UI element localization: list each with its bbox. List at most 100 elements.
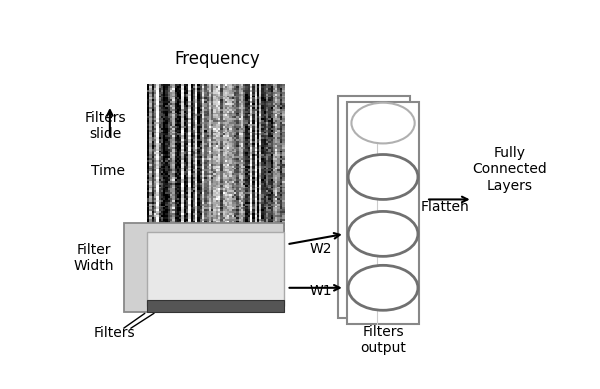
Bar — [245, 202, 248, 203]
Bar — [197, 209, 200, 211]
Bar — [170, 95, 173, 97]
Bar — [239, 293, 241, 295]
Bar — [200, 120, 202, 122]
Bar — [156, 146, 159, 149]
Bar — [280, 156, 283, 158]
Bar — [275, 89, 278, 92]
Bar — [241, 175, 244, 177]
Bar — [220, 277, 223, 280]
Bar — [227, 293, 230, 295]
Bar — [259, 256, 262, 259]
Bar — [268, 105, 271, 107]
Bar — [163, 141, 166, 143]
Bar — [200, 93, 202, 96]
Bar — [252, 275, 255, 278]
Bar — [214, 281, 216, 283]
Bar — [243, 133, 246, 135]
Bar — [181, 131, 184, 133]
Bar — [170, 148, 173, 151]
Bar — [156, 285, 159, 287]
Bar — [282, 171, 285, 173]
Bar — [215, 88, 218, 90]
Bar — [149, 101, 152, 103]
Bar — [181, 213, 184, 215]
Bar — [234, 241, 237, 244]
Bar — [206, 171, 209, 173]
Bar — [215, 139, 218, 141]
Bar — [259, 114, 262, 116]
Bar — [188, 272, 191, 274]
Bar — [166, 101, 168, 103]
Bar — [282, 239, 285, 242]
Bar — [149, 133, 152, 135]
Bar — [218, 97, 221, 99]
Bar — [263, 270, 266, 272]
Bar — [206, 258, 209, 261]
Bar — [186, 112, 188, 114]
Bar — [257, 209, 260, 211]
Bar — [268, 241, 271, 244]
Bar — [167, 222, 170, 224]
Text: Filter
Width: Filter Width — [73, 243, 114, 273]
Bar — [262, 289, 264, 291]
Bar — [220, 203, 223, 205]
Bar — [167, 253, 170, 255]
Bar — [214, 275, 216, 278]
Bar — [181, 139, 184, 141]
Bar — [245, 207, 248, 209]
Bar — [215, 287, 218, 289]
Bar — [248, 275, 250, 278]
Bar — [259, 173, 262, 175]
Bar — [191, 154, 193, 156]
Bar — [215, 198, 218, 200]
Bar — [188, 221, 191, 223]
Bar — [163, 91, 166, 94]
Bar — [163, 272, 166, 274]
Bar — [211, 260, 214, 263]
Bar — [280, 253, 283, 255]
Bar — [188, 287, 191, 289]
Bar — [211, 213, 214, 215]
Bar — [184, 154, 187, 156]
Bar — [147, 116, 150, 118]
Bar — [236, 105, 239, 107]
Bar — [193, 254, 196, 257]
Bar — [241, 139, 244, 141]
Bar — [243, 186, 246, 188]
Bar — [232, 266, 235, 268]
Bar — [280, 306, 283, 308]
Bar — [166, 308, 168, 310]
Bar — [177, 291, 179, 293]
Bar — [215, 243, 218, 245]
Bar — [257, 256, 260, 259]
Bar — [215, 237, 218, 240]
Bar — [167, 89, 170, 92]
Bar — [149, 150, 152, 152]
Bar — [245, 296, 248, 298]
Bar — [209, 175, 212, 177]
Bar — [147, 167, 150, 170]
Bar — [195, 112, 198, 114]
Bar — [239, 154, 241, 156]
Bar — [214, 88, 216, 90]
Bar — [214, 294, 216, 296]
Bar — [163, 88, 166, 90]
Bar — [193, 277, 196, 280]
Bar — [268, 131, 271, 133]
Bar — [215, 154, 218, 156]
Bar — [225, 167, 227, 170]
Bar — [227, 266, 230, 268]
Bar — [254, 120, 257, 122]
Bar — [254, 175, 257, 177]
Bar — [220, 86, 223, 88]
Bar — [211, 217, 214, 219]
Bar — [282, 253, 285, 255]
Bar — [188, 291, 191, 293]
Bar — [241, 279, 244, 281]
Bar — [282, 256, 285, 259]
Bar — [215, 279, 218, 281]
Bar — [195, 182, 198, 185]
Bar — [195, 177, 198, 179]
Bar — [257, 219, 260, 221]
Bar — [195, 296, 198, 298]
